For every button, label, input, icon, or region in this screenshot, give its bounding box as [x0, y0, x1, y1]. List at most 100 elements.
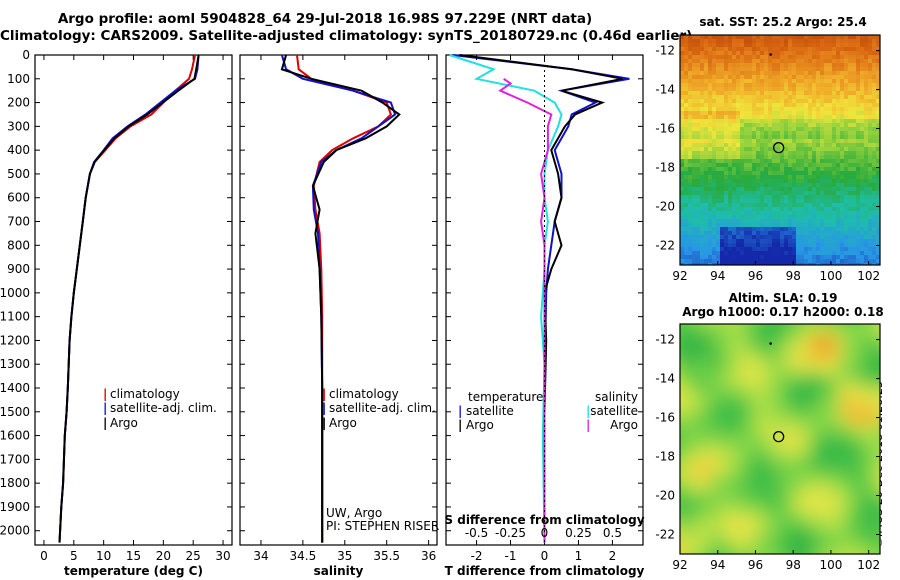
x-tick-label: 10: [96, 549, 111, 563]
legend-mark: |: [322, 416, 326, 430]
legend-mark: |: [586, 418, 590, 432]
depth-tick-label: 1000: [0, 286, 30, 300]
series-argo: [280, 54, 401, 543]
sst-map: 92 94 96 98 100 102 -12 -14 -16 -18 -20 -22: [655, 34, 881, 283]
profile-location-marker: [773, 142, 785, 154]
figure-title-line1: Argo profile: aoml 5904828_64 29-Jul-201…: [57, 11, 593, 27]
s-axis-label: S difference from climatology: [444, 513, 644, 527]
legend-label: satellite: [466, 404, 514, 418]
depth-tick-label: 300: [7, 119, 30, 133]
x-tick-label: 1: [575, 549, 583, 563]
legend-label: Argo: [329, 416, 357, 430]
series-s-satellite: [449, 54, 563, 543]
map-x-tick-label: 92: [672, 269, 687, 283]
x-tick-label: 34: [253, 549, 268, 563]
x-tick-label: 5: [70, 549, 78, 563]
depth-tick-label: 1300: [0, 357, 30, 371]
map-y-tick-label: -22: [655, 239, 675, 253]
series-argo: [58, 54, 200, 543]
depth-tick-label: 1500: [0, 405, 30, 419]
previous-location-dot: [769, 53, 772, 56]
map-y-tick-label: -18: [655, 450, 675, 464]
s-axis-tick-label: -0.25: [495, 526, 526, 540]
map-x-tick-label: 98: [786, 558, 801, 572]
map-y-tick-label: -16: [655, 411, 675, 425]
panel-frame-salinity: [239, 54, 438, 546]
map-y-tick-label: -12: [655, 44, 675, 58]
figure-title-line2: Climatology: CARS2009. Satellite-adjuste…: [0, 28, 693, 44]
depth-tick-label: 200: [7, 96, 30, 110]
depth-tick-label: 1400: [0, 381, 30, 395]
map-x-tick-label: 96: [748, 269, 763, 283]
legend-label: satellite-adj. clim.: [329, 401, 436, 415]
x-tick-label: 25: [186, 549, 201, 563]
legend-mark: |: [103, 387, 107, 401]
sst-map-title: sat. SST: 25.2 Argo: 25.4: [699, 15, 867, 29]
map-x-tick-label: 98: [786, 269, 801, 283]
map-x-tick-label: 100: [819, 558, 842, 572]
depth-tick-label: 1800: [0, 476, 30, 490]
panel-temperature: 0100200300400500600700800900100011001200…: [0, 48, 233, 578]
map-y-tick-label: -18: [655, 161, 675, 175]
note-line: PI: STEPHEN RISER: [326, 519, 439, 533]
x-tick-label: 15: [126, 549, 141, 563]
map-x-tick-label: 94: [710, 558, 725, 572]
map-y-tick-label: -20: [655, 489, 675, 503]
depth-tick-label: 1200: [0, 333, 30, 347]
legend-label: Argo: [110, 416, 138, 430]
map-field: [680, 35, 880, 265]
legend-label: Argo: [610, 418, 638, 432]
map-x-tick-label: 96: [748, 558, 763, 572]
depth-tick-label: 900: [7, 262, 30, 276]
x-tick-label: 0: [541, 549, 549, 563]
map-x-tick-label: 102: [857, 558, 880, 572]
s-axis-tick-label: 0.25: [565, 526, 592, 540]
x-tick-label: -1: [505, 549, 517, 563]
map-y-tick-label: -14: [655, 372, 675, 386]
note-line: UW, Argo: [326, 506, 382, 520]
x-axis-label: temperature (deg C): [64, 564, 203, 578]
depth-tick-label: 500: [7, 167, 30, 181]
depth-tick-label: 700: [7, 215, 30, 229]
legend-mark: |: [458, 418, 462, 432]
legend-mark: |: [458, 404, 462, 418]
series-t-argo: [459, 54, 623, 543]
x-tick-label: -2: [471, 549, 483, 563]
legend-mark: |: [322, 401, 326, 415]
legend-mark: |: [103, 401, 107, 415]
map-y-tick-label: -14: [655, 83, 675, 97]
depth-tick-label: 800: [7, 238, 30, 252]
series-s-argo: [498, 77, 553, 543]
x-tick-label: 30: [215, 549, 230, 563]
panel-frame-temperature: [34, 54, 233, 546]
depth-tick-label: 600: [7, 191, 30, 205]
map-y-tick-label: -12: [655, 333, 675, 347]
legend-mark: |: [103, 416, 107, 430]
map-cells: [680, 35, 880, 265]
s-axis-tick-label: 0.5: [603, 526, 622, 540]
map-y-tick-label: -16: [655, 122, 675, 136]
map-x-tick-label: 92: [672, 558, 687, 572]
depth-tick-label: 100: [7, 72, 30, 86]
map-x-tick-label: 94: [710, 269, 725, 283]
map-field: [680, 324, 880, 554]
x-axis-label: salinity: [314, 564, 364, 578]
map-y-tick-label: -20: [655, 200, 675, 214]
depth-tick-label: 1900: [0, 500, 30, 514]
legend-mark: |: [586, 404, 590, 418]
s-axis-tick-label: 0: [541, 526, 549, 540]
map-x-tick-label: 100: [819, 269, 842, 283]
x-tick-label: 36: [421, 549, 436, 563]
profile-panels: 0100200300400500600700800900100011001200…: [0, 48, 645, 578]
x-tick-label: 2: [609, 549, 617, 563]
map-frame: [679, 34, 881, 266]
x-tick-label: 35.5: [373, 549, 400, 563]
depth-tick-label: 1600: [0, 429, 30, 443]
x-tick-label: 34.5: [290, 549, 317, 563]
sla-map-title: Altim. SLA: 0.19: [728, 291, 838, 305]
map-y-tick-label: -22: [655, 528, 675, 542]
map-cells: [680, 324, 880, 554]
s-axis-tick-label: -0.5: [465, 526, 488, 540]
